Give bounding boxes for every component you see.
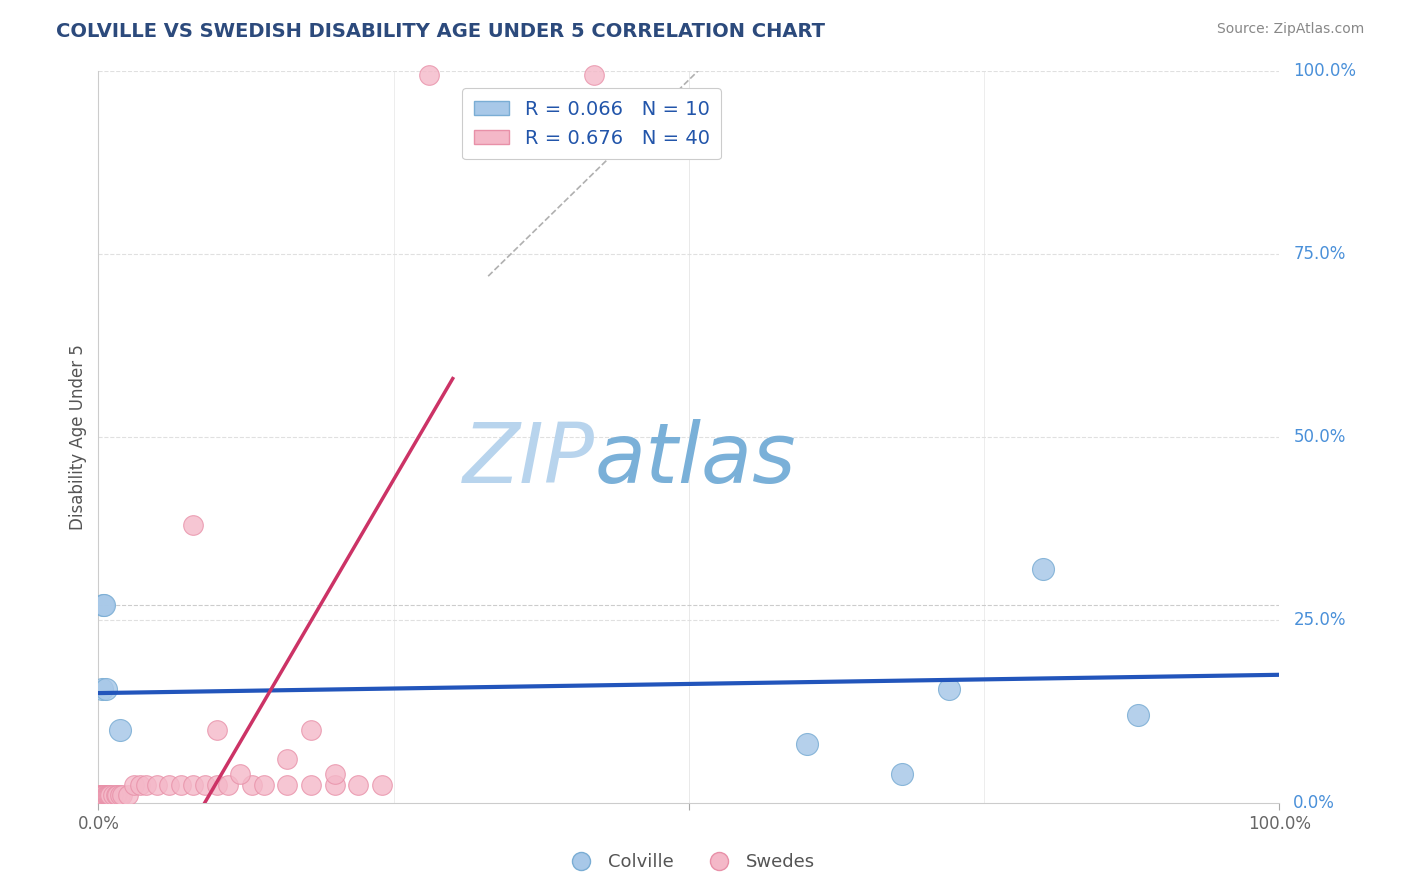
Point [276, 752, 298, 766]
Point [323, 777, 346, 792]
Point [122, 777, 145, 792]
Point [105, 789, 128, 803]
Point [299, 777, 322, 792]
Point [157, 777, 180, 792]
Point [347, 777, 370, 792]
Point [97, 789, 120, 803]
Text: Source: ZipAtlas.com: Source: ZipAtlas.com [1216, 22, 1364, 37]
Text: 50.0%: 50.0% [1294, 428, 1346, 446]
Point [194, 777, 217, 792]
Point [890, 766, 912, 780]
Point [105, 789, 128, 803]
Point [111, 789, 134, 803]
Text: 25.0%: 25.0% [1294, 611, 1346, 629]
Point [96, 789, 118, 803]
Point [89, 789, 111, 803]
Point [128, 777, 150, 792]
Point [93, 789, 115, 803]
Point [146, 777, 169, 792]
Point [229, 766, 252, 780]
Point [94, 789, 117, 803]
Text: 0.0%: 0.0% [1294, 794, 1336, 812]
Legend: R = 0.066   N = 10, R = 0.676   N = 40: R = 0.066 N = 10, R = 0.676 N = 40 [463, 88, 721, 160]
Point [91, 599, 114, 613]
Point [323, 766, 346, 780]
Point [205, 777, 228, 792]
Point [796, 737, 818, 751]
Point [108, 789, 131, 803]
Point [181, 517, 204, 532]
Point [101, 789, 124, 803]
Text: atlas: atlas [595, 418, 796, 500]
Point [91, 789, 114, 803]
Point [170, 777, 193, 792]
Point [583, 68, 606, 82]
Point [217, 777, 239, 792]
Point [117, 789, 139, 803]
Point [181, 777, 204, 792]
Text: ZIP: ZIP [463, 418, 595, 500]
Point [371, 777, 394, 792]
Point [1032, 562, 1054, 576]
Point [240, 777, 263, 792]
Point [938, 682, 960, 697]
Point [98, 789, 121, 803]
Legend: Colville, Swedes: Colville, Swedes [555, 847, 823, 879]
Text: 100.0%: 100.0% [1294, 62, 1357, 80]
Point [205, 723, 228, 737]
Point [91, 789, 114, 803]
Point [98, 789, 121, 803]
Point [253, 777, 276, 792]
Point [1126, 708, 1149, 723]
Text: COLVILLE VS SWEDISH DISABILITY AGE UNDER 5 CORRELATION CHART: COLVILLE VS SWEDISH DISABILITY AGE UNDER… [56, 22, 825, 41]
Point [94, 682, 117, 697]
Point [93, 599, 115, 613]
Y-axis label: Disability Age Under 5: Disability Age Under 5 [69, 344, 87, 530]
Point [91, 682, 114, 697]
Point [87, 789, 110, 803]
Text: 75.0%: 75.0% [1294, 245, 1346, 263]
Point [135, 777, 157, 792]
Point [276, 777, 298, 792]
Point [299, 723, 322, 737]
Point [90, 789, 112, 803]
Point [418, 68, 440, 82]
Point [108, 723, 131, 737]
